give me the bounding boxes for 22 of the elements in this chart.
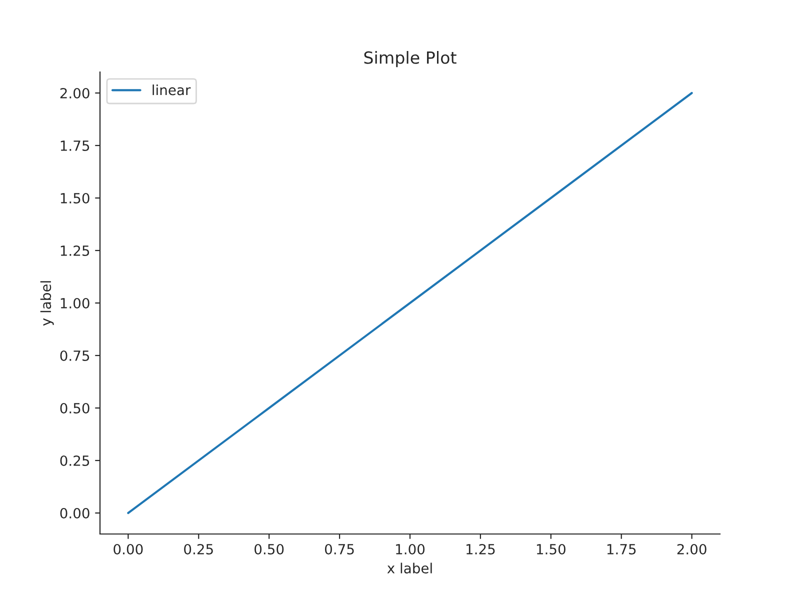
y-tick-label: 0.00 bbox=[60, 508, 90, 518]
y-axis-title: y label bbox=[40, 281, 54, 326]
x-axis-title: x label bbox=[387, 562, 432, 574]
y-tick-label: 0.75 bbox=[60, 350, 90, 361]
x-tick-label: 2.00 bbox=[677, 544, 706, 554]
x-tick-label: 1.00 bbox=[396, 544, 425, 554]
x-tick-label: 0.75 bbox=[325, 544, 354, 554]
x-tick-label: 0.50 bbox=[254, 544, 284, 554]
x-tick-label: 1.25 bbox=[466, 544, 495, 554]
y-tick-label: 1.25 bbox=[60, 245, 90, 256]
x-tick-label: 1.75 bbox=[607, 544, 636, 554]
chart-title: Simple Plot bbox=[364, 51, 456, 68]
x-tick-label: 0.00 bbox=[114, 544, 143, 554]
y-tick-label: 0.25 bbox=[60, 455, 90, 466]
y-tick-label: 2.00 bbox=[60, 88, 90, 98]
x-tick-label: 1.50 bbox=[536, 544, 566, 554]
y-tick-label: 1.00 bbox=[60, 298, 90, 308]
x-tick-label: 0.25 bbox=[184, 544, 213, 554]
y-tick-label: 1.75 bbox=[60, 140, 90, 151]
legend-label: linear bbox=[152, 84, 191, 96]
y-tick-label: 0.50 bbox=[60, 402, 90, 414]
y-tick-label: 1.50 bbox=[60, 192, 90, 204]
